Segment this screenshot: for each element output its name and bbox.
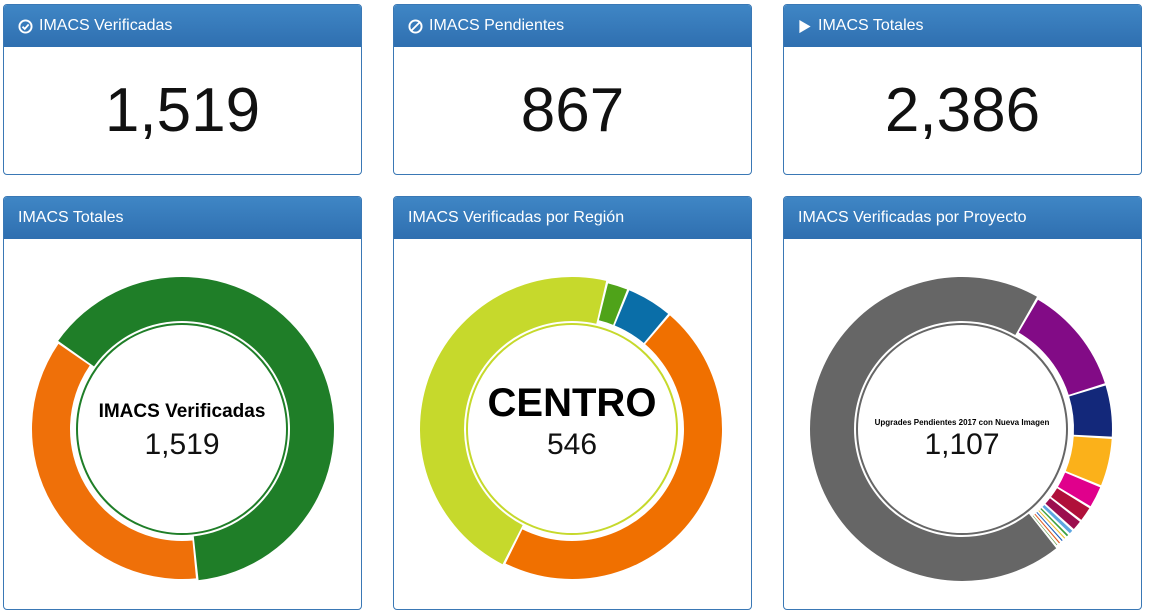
chart-title: IMACS Totales (18, 209, 124, 226)
chart-panel-region: IMACS Verificadas por Región CENTRO 546 (393, 196, 752, 610)
donut-inner-ring (76, 323, 288, 535)
chart-center-label: CENTRO (488, 381, 657, 425)
donut-inner-ring (856, 323, 1068, 535)
ban-icon (408, 18, 423, 34)
donut-slice[interactable] (810, 276, 1057, 581)
donut-slice[interactable] (1042, 504, 1073, 534)
check-circle-icon (18, 18, 33, 34)
chart-slices (32, 277, 335, 581)
donut-slice[interactable] (58, 277, 335, 581)
donut-slice[interactable] (1038, 510, 1066, 539)
chart-center-value: 546 (547, 428, 597, 461)
donut-inner-ring (466, 323, 678, 535)
donut-chart-proyecto: Upgrades Pendientes 2017 con Nueva Image… (810, 276, 1112, 581)
donut-slice[interactable] (1069, 385, 1112, 437)
donut-slice[interactable] (1032, 515, 1058, 546)
kpi-title: IMACS Pendientes (429, 17, 565, 34)
kpi-value: 867 (520, 76, 625, 145)
donut-slice[interactable] (420, 277, 607, 565)
kpi-title: IMACS Verificadas (39, 17, 173, 34)
donut-slice[interactable] (598, 283, 628, 325)
panel-heading: IMACS Verificadas (4, 5, 361, 47)
kpi-panel-pendientes: IMACS Pendientes 867 (393, 4, 752, 175)
chart-slices (420, 277, 723, 580)
play-icon (799, 19, 811, 33)
kpi-value: 2,386 (884, 76, 1041, 145)
chart-center-label: IMACS Verificadas (99, 401, 266, 422)
donut-slice[interactable] (1018, 299, 1105, 395)
chart-panel-totales: IMACS Totales IMACS Verificadas 1,519 (3, 196, 362, 610)
kpi-panel-totales: IMACS Totales 2,386 (783, 4, 1142, 175)
donut-slice[interactable] (614, 290, 669, 344)
panel-heading: IMACS Pendientes (394, 5, 751, 47)
kpi-value: 1,519 (104, 76, 261, 145)
kpi-panel-verificadas: IMACS Verificadas 1,519 (3, 4, 362, 175)
donut-slice[interactable] (32, 343, 197, 579)
donut-slice[interactable] (1065, 436, 1112, 486)
panel-heading: IMACS Verificadas por Proyecto (784, 197, 1141, 239)
donut-slice[interactable] (1034, 513, 1060, 544)
chart-title: IMACS Verificadas por Proyecto (798, 209, 1027, 226)
donut-chart-region: CENTRO 546 (420, 277, 723, 580)
donut-slice[interactable] (1040, 508, 1069, 537)
donut-chart-totales: IMACS Verificadas 1,519 (32, 277, 335, 581)
chart-center-label: Upgrades Pendientes 2017 con Nueva Image… (875, 418, 1050, 427)
kpi-title: IMACS Totales (818, 17, 924, 34)
panel-heading: IMACS Verificadas por Región (394, 197, 751, 239)
chart-center-value: 1,107 (924, 428, 999, 461)
panel-heading: IMACS Totales (4, 197, 361, 239)
donut-slice[interactable] (1057, 472, 1101, 507)
donut-slice[interactable] (1036, 512, 1063, 542)
donut-slice[interactable] (1045, 498, 1080, 529)
chart-slices (810, 276, 1112, 581)
chart-panel-proyecto: IMACS Verificadas por Proyecto Upgrades … (783, 196, 1142, 610)
chart-center-value: 1,519 (144, 428, 219, 461)
donut-slice[interactable] (1051, 488, 1090, 520)
chart-title: IMACS Verificadas por Región (408, 209, 625, 226)
panel-heading: IMACS Totales (784, 5, 1141, 47)
donut-slice[interactable] (505, 315, 723, 580)
